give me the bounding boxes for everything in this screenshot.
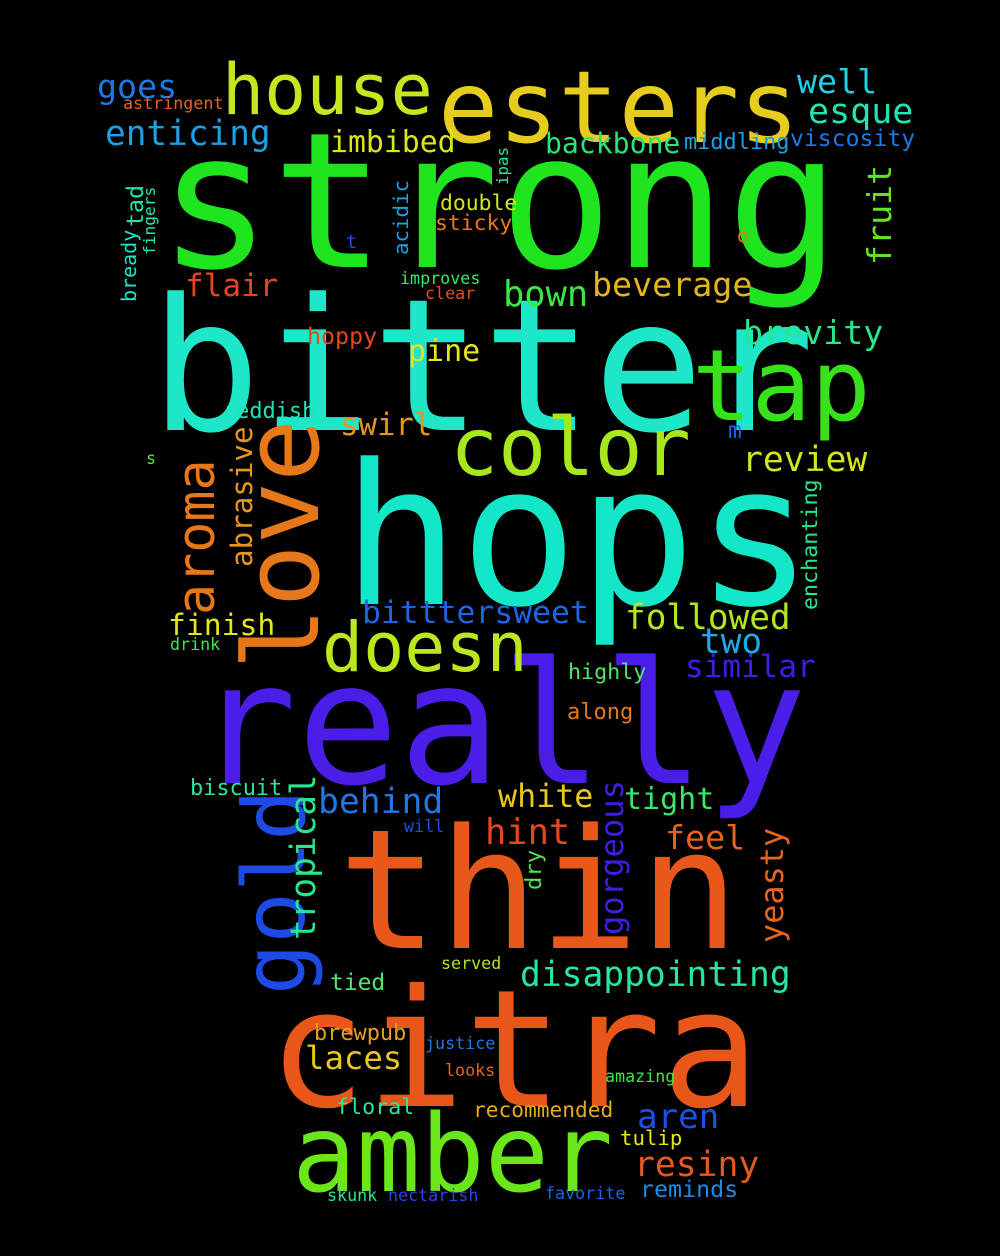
word-behind: behind	[318, 782, 444, 822]
word-bitter: bitter	[150, 260, 815, 474]
word-fingers: fingers	[140, 186, 159, 255]
word-highly: highly	[568, 660, 647, 685]
word-citra: citra	[268, 954, 760, 1145]
word-disappointing: disappointing	[520, 955, 791, 995]
word-beverage: beverage	[592, 265, 753, 304]
word-hops: hops	[342, 423, 814, 651]
word-middling: middling	[684, 130, 790, 155]
word-finish: finish	[168, 608, 276, 643]
word-tight: tight	[624, 782, 715, 817]
word-aroma: aroma	[167, 459, 227, 615]
word-enchanting: enchanting	[798, 479, 823, 610]
word-t: t	[346, 232, 358, 253]
word-bitttersweet: bitttersweet	[362, 595, 589, 631]
word-served: served	[441, 953, 502, 973]
word-tap: tap	[692, 329, 871, 444]
word-sticky: sticky	[435, 211, 513, 236]
word-fruit: fruit	[860, 164, 899, 265]
word-backbone: backbone	[545, 127, 681, 160]
word-amazing: amazing	[605, 1066, 676, 1086]
word-enticing: enticing	[105, 114, 271, 154]
word-tropical: tropical	[284, 774, 324, 940]
word-similar: similar	[685, 649, 816, 685]
word-drink: drink	[170, 634, 221, 654]
word-white: white	[498, 779, 594, 815]
word-pine: pine	[408, 334, 481, 369]
word-esque: esque	[808, 92, 914, 132]
word-review: review	[742, 440, 868, 480]
word-bready: bready	[117, 229, 141, 302]
word-looks: looks	[445, 1060, 496, 1080]
word-m: m	[728, 418, 742, 444]
word-reminds: reminds	[640, 1176, 739, 1203]
word-followed: followed	[625, 598, 791, 638]
word-doesn: doesn	[322, 609, 528, 688]
word-justice: justice	[425, 1033, 496, 1053]
word-hint: hint	[485, 812, 571, 853]
word-will: will	[404, 816, 445, 836]
word-color: color	[450, 401, 691, 494]
word-esters: esters	[438, 49, 800, 166]
word-improves: improves	[400, 268, 481, 288]
word-well: well	[797, 62, 878, 101]
word-imbibed: imbibed	[330, 125, 456, 160]
word-acidic: acidic	[389, 179, 413, 255]
word-favorite: favorite	[545, 1183, 626, 1203]
word-reddish: reddish	[223, 399, 316, 424]
word-strong: strong	[158, 92, 841, 312]
word-aren: aren	[637, 1097, 720, 1137]
word-viscosity: viscosity	[790, 126, 916, 152]
word-feel: feel	[665, 818, 746, 857]
word-brevity: brevity	[743, 313, 884, 352]
word-clear: clear	[425, 283, 476, 303]
word-thin: thin	[338, 794, 740, 988]
word-along: along	[567, 700, 634, 725]
word-astringent: astringent	[123, 93, 224, 113]
word-ipas: ipas	[493, 146, 512, 185]
word-dry: dry	[521, 849, 547, 890]
word-tied: tied	[330, 970, 386, 996]
word-resiny: resiny	[634, 1145, 760, 1185]
word-swirl: swirl	[340, 408, 433, 443]
word-o: o	[737, 226, 749, 247]
word-amber: amber	[292, 1093, 614, 1217]
word-nectarish: nectarish	[388, 1185, 479, 1205]
word-biscuit: biscuit	[190, 776, 283, 801]
word-really: really	[195, 626, 807, 823]
word-goes: goes	[97, 67, 178, 106]
word-laces: laces	[305, 1039, 403, 1077]
word-two: two	[700, 622, 763, 662]
word-flair: flair	[185, 268, 279, 304]
word-floral: floral	[336, 1095, 415, 1120]
word-s: s	[146, 448, 157, 468]
word-recommended: recommended	[473, 1097, 614, 1122]
word-brewpub: brewpub	[314, 1021, 407, 1046]
word-abrasive: abrasive	[225, 426, 259, 567]
word-hoppy: hoppy	[307, 323, 378, 350]
word-skunk: skunk	[327, 1185, 378, 1205]
word-tulip: tulip	[620, 1126, 683, 1150]
word-yeasty: yeasty	[753, 827, 791, 943]
word-bown: bown	[503, 274, 589, 315]
word-double: double	[440, 191, 518, 216]
word-house: house	[222, 49, 433, 131]
